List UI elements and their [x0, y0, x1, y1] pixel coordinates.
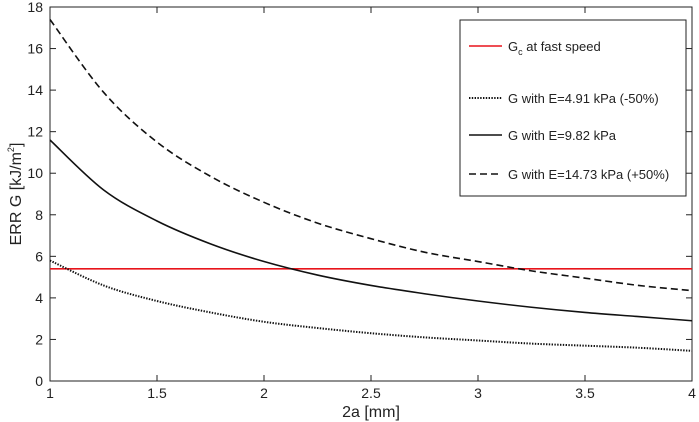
x-tick-label: 3.5 — [575, 385, 595, 401]
legend-label-1: G with E=4.91 kPa (-50%) — [508, 91, 659, 106]
series-line-1 — [49, 259, 693, 352]
x-tick-label: 1 — [46, 385, 54, 401]
legend-box — [459, 19, 687, 197]
y-tick-label: 14 — [27, 82, 43, 98]
y-tick-label: 6 — [35, 248, 43, 264]
legend-label-3: G with E=14.73 kPa (+50%) — [508, 167, 669, 182]
y-tick-label: 4 — [35, 290, 43, 306]
legend: Gc at fast speed G with E=4.91 kPa (-50%)… — [459, 19, 687, 197]
x-tick-label: 4 — [688, 385, 696, 401]
x-axis-label: 2a [mm] — [342, 404, 400, 421]
y-axis-ticks: 0 2 4 6 8 10 12 14 16 18 — [27, 0, 692, 389]
y-tick-label: 12 — [27, 124, 43, 140]
x-axis-ticks: 1 1.5 2 2.5 3 3.5 4 — [46, 7, 696, 401]
x-tick-label: 1.5 — [147, 385, 167, 401]
x-tick-label: 2.5 — [361, 385, 381, 401]
x-tick-label: 3 — [474, 385, 482, 401]
series-line-3 — [49, 18, 693, 292]
y-tick-label: 18 — [27, 0, 43, 15]
series-lines — [49, 18, 693, 352]
y-tick-label: 10 — [27, 165, 43, 181]
legend-label-0: Gc at fast speed — [508, 39, 601, 57]
series-line-2 — [49, 139, 693, 322]
y-tick-label: 16 — [27, 41, 43, 57]
y-tick-label: 2 — [35, 331, 43, 347]
x-tick-label: 2 — [260, 385, 268, 401]
y-tick-label: 0 — [35, 373, 43, 389]
y-axis-label: ERR G [kJ/m2] — [6, 143, 25, 246]
legend-label-2: G with E=9.82 kPa — [508, 128, 617, 143]
y-tick-label: 8 — [35, 207, 43, 223]
